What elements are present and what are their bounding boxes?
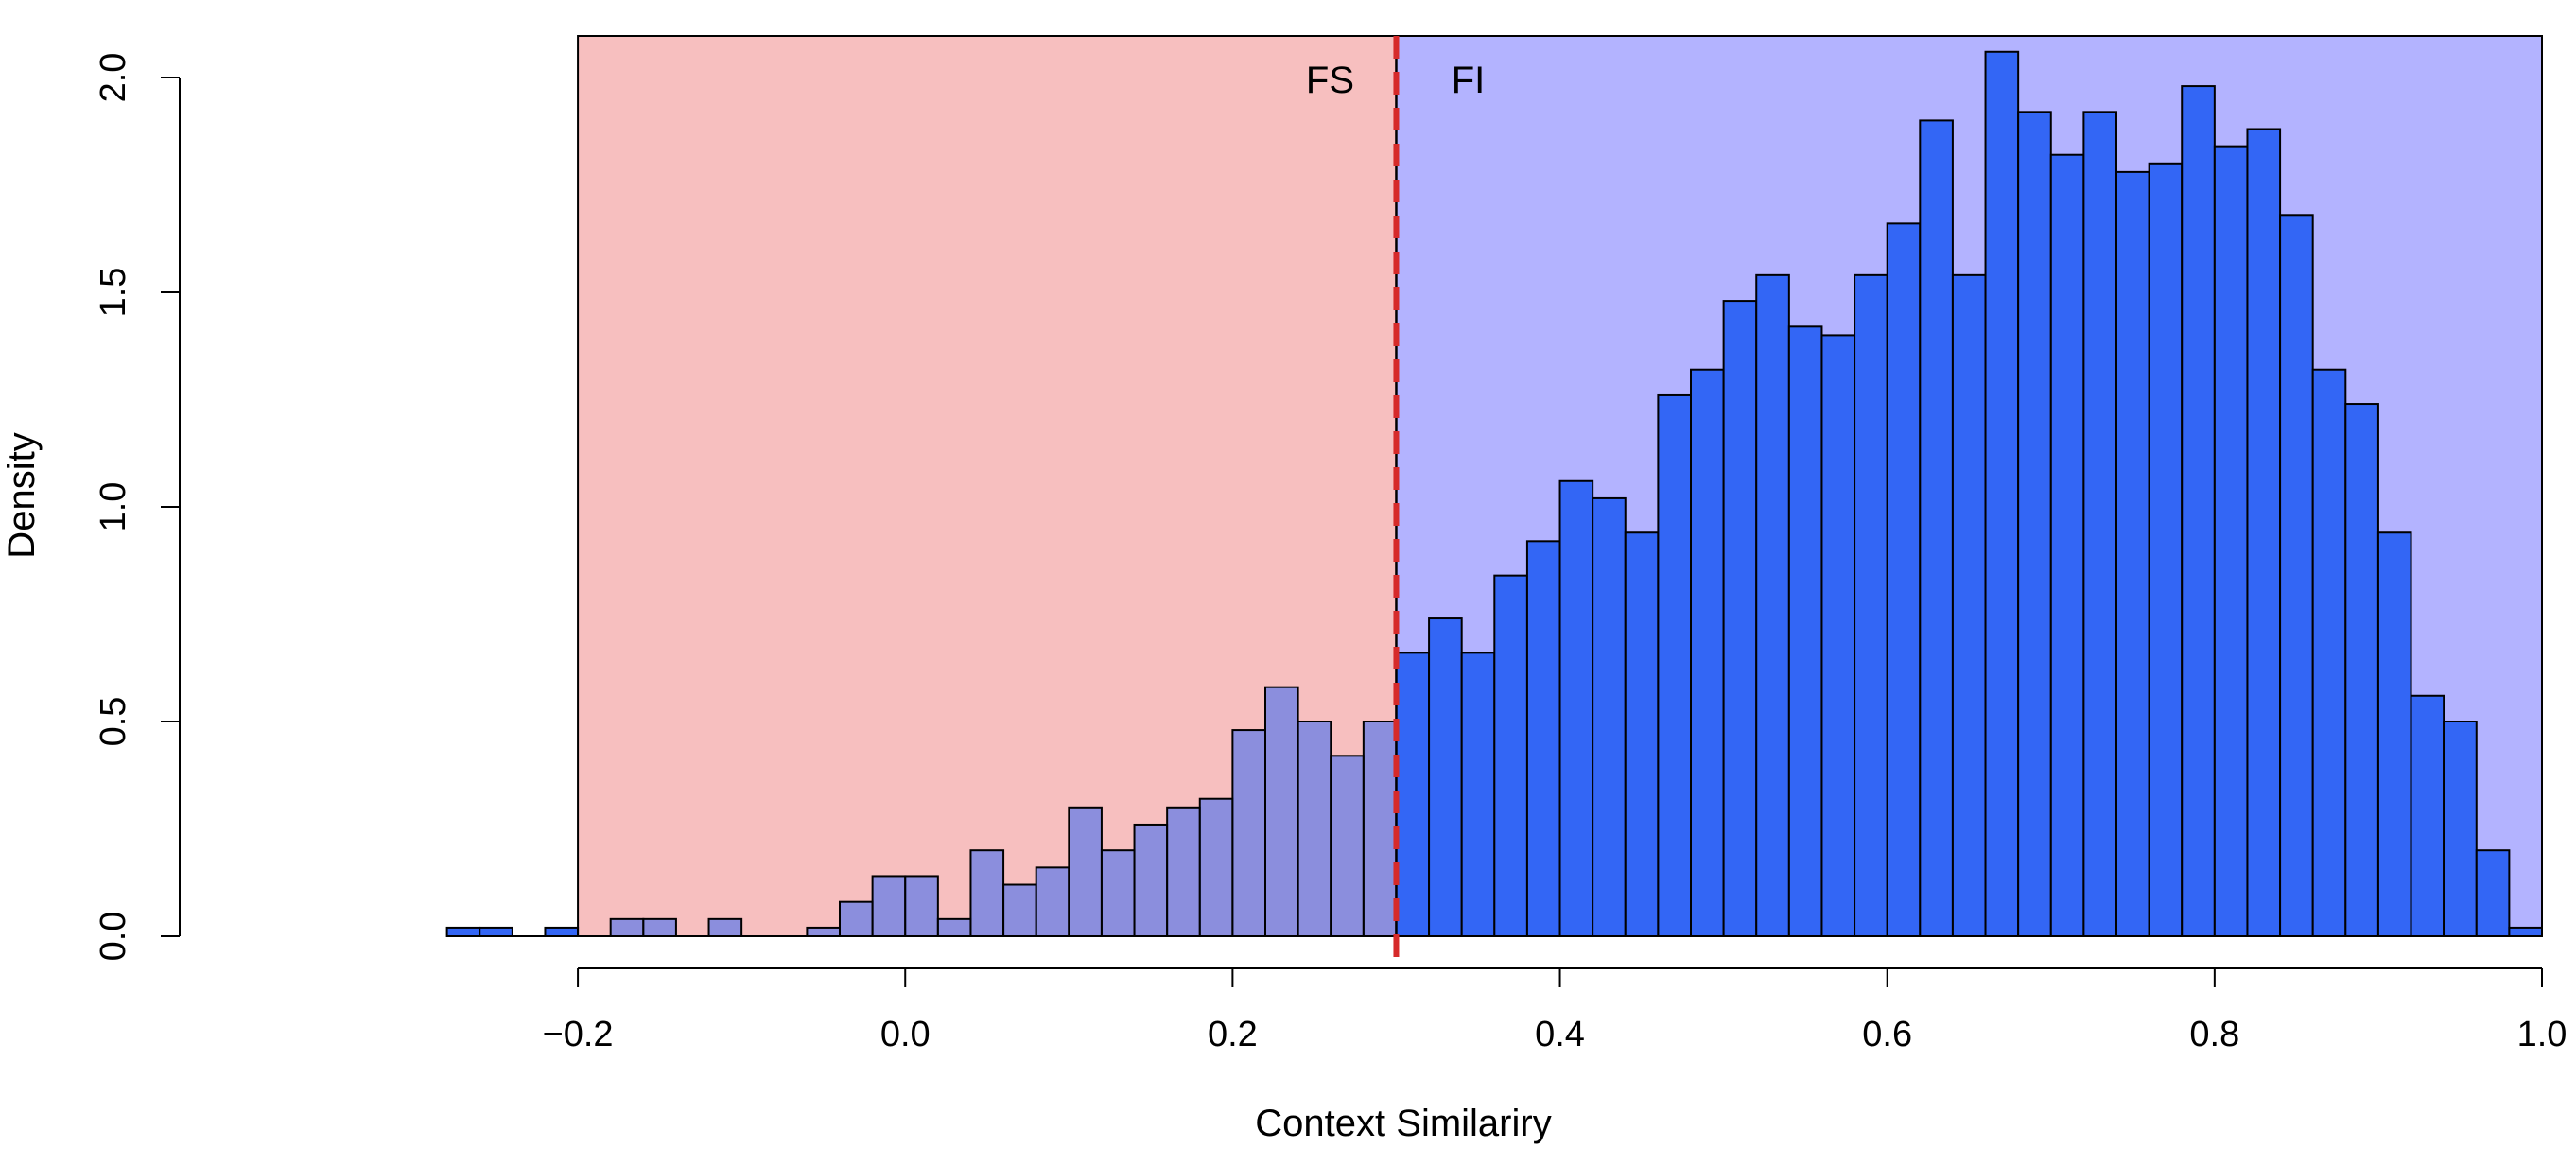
- x-tick-label: 0.2: [1208, 1015, 1258, 1054]
- histogram-bar: [1722, 300, 1758, 937]
- histogram-bar: [1787, 325, 1823, 937]
- histogram-bar: [1854, 273, 1888, 937]
- histogram-bar: [2410, 694, 2445, 938]
- histogram-bar: [1330, 755, 1365, 937]
- histogram-bar: [2475, 849, 2511, 938]
- histogram-bar: [1493, 574, 1528, 937]
- x-tick-label: 0.8: [2189, 1015, 2239, 1054]
- histogram-bar: [1657, 393, 1693, 937]
- histogram-bar: [2344, 403, 2379, 938]
- y-axis: 0.0 0.5 1.0 1.5 2.0: [94, 53, 181, 962]
- histogram-bar: [1231, 729, 1267, 938]
- histogram-bar: [609, 917, 645, 938]
- x-tick-label: 0.4: [1535, 1015, 1585, 1054]
- histogram-bar: [2279, 214, 2314, 937]
- region-label-fi: FI: [1452, 60, 1486, 101]
- histogram-bar: [1755, 273, 1790, 937]
- histogram-bar: [806, 926, 842, 937]
- histogram-bar: [2213, 145, 2249, 937]
- plot-frame: [577, 35, 2543, 937]
- histogram-bar: [936, 917, 972, 938]
- x-tick-label: 0.6: [1862, 1015, 1912, 1054]
- y-tick-label: 2.0: [94, 53, 133, 103]
- histogram-bar: [1984, 50, 2020, 937]
- histogram-bar: [1035, 866, 1070, 937]
- histogram-bar: [1395, 652, 1431, 937]
- histogram-bar: [1068, 806, 1103, 937]
- region-label-fs: FS: [1306, 60, 1354, 101]
- histogram-bar: [1166, 806, 1201, 937]
- x-axis-label: Context Similariry: [1255, 1103, 1551, 1144]
- histogram-bar: [2311, 368, 2347, 938]
- histogram-bar: [1362, 721, 1398, 937]
- histogram-bar: [2049, 153, 2085, 938]
- histogram-bar: [839, 900, 874, 937]
- histogram-bar: [1133, 823, 1169, 938]
- x-tick-label: 1.0: [2517, 1015, 2567, 1054]
- histogram-bars: [445, 50, 2543, 938]
- histogram-bar: [1460, 652, 1496, 937]
- histogram-bar: [1428, 617, 1463, 937]
- histogram-bar: [1951, 273, 1987, 937]
- histogram-bar: [642, 917, 677, 938]
- histogram-bar: [2115, 170, 2150, 937]
- histogram-bar: [1297, 721, 1332, 937]
- histogram-bar: [1592, 496, 1627, 937]
- histogram-bar: [479, 926, 513, 937]
- histogram-bar: [904, 875, 939, 938]
- histogram-bar: [2082, 111, 2117, 937]
- histogram-bar: [2181, 85, 2216, 937]
- histogram-bar: [1264, 686, 1299, 937]
- y-tick-label: 1.5: [94, 268, 133, 318]
- x-tick-label: −0.2: [543, 1015, 614, 1054]
- histogram-bar: [2508, 926, 2543, 937]
- histogram-bar: [1919, 119, 1954, 937]
- histogram-bar: [871, 875, 907, 938]
- histogram-bar: [1690, 368, 1725, 938]
- histogram-bar: [2017, 111, 2052, 937]
- histogram-bar: [1100, 849, 1136, 938]
- x-tick-label: 0.0: [880, 1015, 931, 1054]
- x-axis: −0.2 0.0 0.2 0.4 0.6 0.8 1.0: [543, 967, 2567, 1054]
- histogram-bar: [1820, 334, 1856, 937]
- histogram-bar: [1198, 797, 1234, 937]
- histogram-bar: [1002, 883, 1037, 938]
- histogram-bar: [2376, 531, 2412, 937]
- histogram-bar: [1558, 479, 1594, 937]
- plot-box: [577, 35, 2543, 937]
- y-tick-label: 0.0: [94, 912, 133, 962]
- histogram-bar: [969, 849, 1005, 938]
- histogram-bar: [544, 926, 580, 937]
- histogram-bar: [1886, 222, 1922, 938]
- histogram-bar: [707, 917, 743, 938]
- region-labels: FS FI: [1306, 60, 1485, 101]
- y-axis-label: Density: [1, 432, 43, 558]
- histogram-bar: [2148, 162, 2184, 938]
- y-tick-label: 0.5: [94, 697, 133, 747]
- histogram-bar: [1624, 531, 1660, 937]
- histogram-bar: [2246, 128, 2282, 938]
- y-tick-label: 1.0: [94, 482, 133, 532]
- histogram-bar: [2443, 721, 2478, 937]
- histogram-bar: [445, 926, 481, 937]
- histogram-bar: [1525, 540, 1561, 937]
